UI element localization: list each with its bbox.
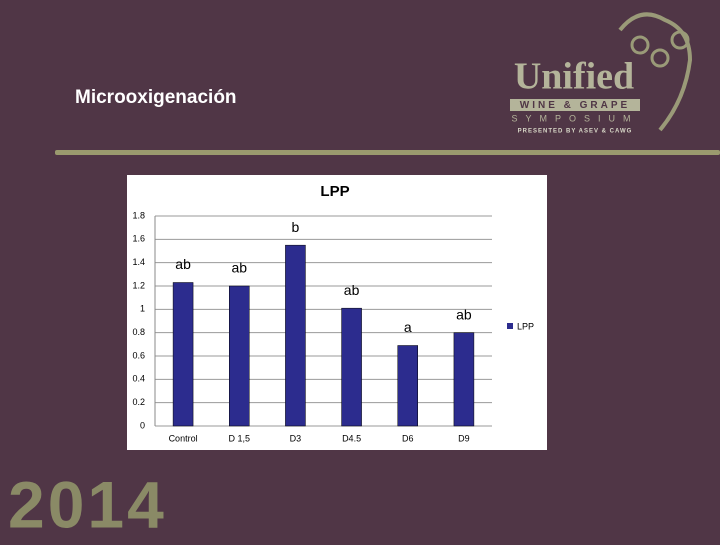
annotation: a <box>404 319 412 335</box>
x-tick-label: D4.5 <box>342 433 361 443</box>
logo-line: WINE & GRAPE <box>520 100 630 111</box>
logo-grape <box>630 35 650 55</box>
legend-swatch <box>507 323 513 329</box>
x-tick-label: D9 <box>458 433 470 443</box>
slide-title: Microoxigenación <box>75 87 237 108</box>
y-tick-label: 0.8 <box>132 327 145 337</box>
annotation: ab <box>456 306 472 322</box>
y-tick-label: 1.4 <box>132 257 145 267</box>
logo-grape <box>618 12 693 132</box>
y-tick-label: 0 <box>140 420 145 430</box>
x-tick-label: D 1,5 <box>228 433 250 443</box>
x-tick-label: Control <box>169 433 198 443</box>
bar <box>285 244 306 427</box>
bar <box>453 332 475 427</box>
annotation: ab <box>344 282 360 298</box>
y-tick-label: 1.6 <box>132 234 145 244</box>
logo-line: SYMPOSIUM <box>511 113 638 123</box>
logo-grape <box>670 30 690 50</box>
logo-band <box>510 99 640 111</box>
y-tick-label: 0.4 <box>132 374 145 384</box>
bar <box>172 282 194 427</box>
legend-label: LPP <box>517 321 534 331</box>
logo: Unified WINE & GRAPE SYMPOSIUM PRESENTED… <box>510 12 693 135</box>
y-tick-label: 0.6 <box>132 350 145 360</box>
logo-grape <box>650 48 670 68</box>
logo-name: Unified <box>514 56 634 98</box>
annotation: ab <box>175 256 191 272</box>
logo-line: PRESENTED BY ASEV & CAWG <box>518 129 633 135</box>
annotation: b <box>292 219 300 235</box>
bar <box>229 285 250 427</box>
chart-area <box>127 175 547 450</box>
bar <box>341 307 362 427</box>
x-tick-label: D6 <box>402 433 414 443</box>
annotation: ab <box>231 260 247 276</box>
y-tick-label: 1 <box>140 304 145 314</box>
y-tick-label: 1.2 <box>132 280 145 290</box>
y-tick-label: 0.2 <box>132 397 145 407</box>
x-tick-label: D3 <box>290 433 302 443</box>
bar <box>397 345 418 427</box>
y-tick-label: 1.8 <box>132 210 145 220</box>
year: 2014 <box>8 467 167 540</box>
divider <box>55 150 720 155</box>
chart-title: LPP <box>320 183 349 200</box>
